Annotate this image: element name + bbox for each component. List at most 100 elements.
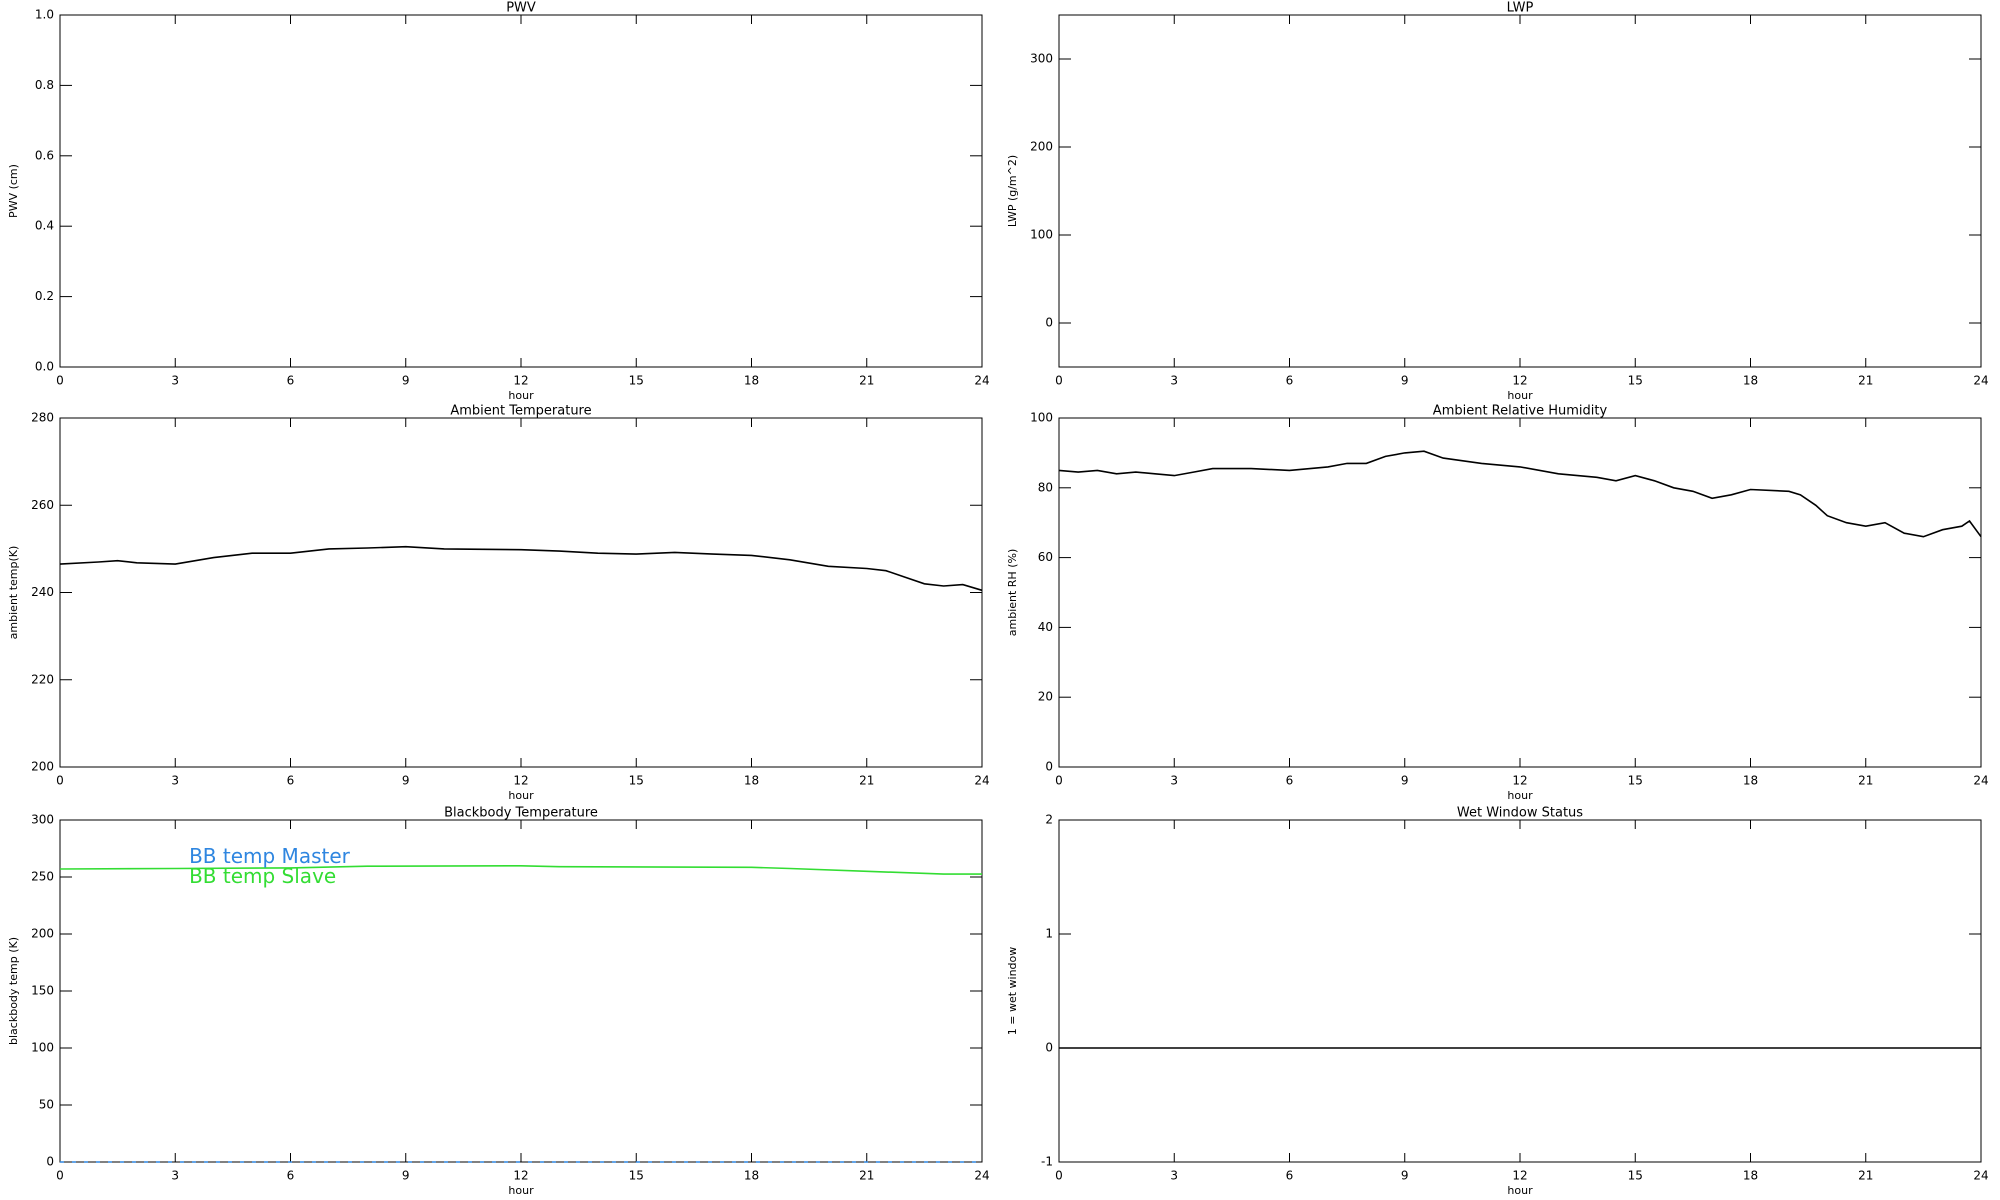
x-tick-label: 21 [859,1169,874,1183]
x-tick-label: 15 [629,1169,644,1183]
y-tick-label: 260 [31,498,54,512]
x-tick-label: 0 [1055,1169,1063,1183]
chart-title: Blackbody Temperature [444,806,598,821]
x-axis-label: hour [508,1184,534,1197]
y-tick-label: 1 [1045,927,1053,941]
y-tick-label: 240 [31,585,54,599]
x-tick-label: 6 [1286,374,1294,388]
y-tick-label: 0.8 [35,78,54,92]
x-tick-label: 6 [287,374,295,388]
y-tick-label: 300 [31,813,54,827]
x-tick-label: 6 [287,774,295,788]
x-tick-label: 18 [1743,374,1758,388]
y-tick-label: 0.2 [35,289,54,303]
x-tick-label: 9 [402,1169,410,1183]
y-tick-label: 2 [1045,813,1053,827]
x-tick-label: 24 [974,1169,989,1183]
y-tick-label: 280 [31,411,54,425]
chart-title: Ambient Relative Humidity [1433,404,1608,419]
y-tick-label: 0 [1045,760,1053,774]
x-axis-label: hour [1507,389,1533,402]
x-tick-label: 3 [1170,374,1178,388]
y-tick-label: 50 [39,1098,54,1112]
x-tick-label: 21 [859,374,874,388]
x-tick-label: 24 [1973,374,1988,388]
y-tick-label: 100 [1030,228,1053,242]
x-tick-label: 6 [1286,774,1294,788]
y-tick-label: 200 [1030,140,1053,154]
x-tick-label: 18 [744,374,759,388]
y-axis-label: LWP (g/m^2) [1006,155,1019,227]
x-tick-label: 6 [1286,1169,1294,1183]
y-tick-label: 0 [1045,316,1053,330]
y-tick-label: 0.6 [35,148,54,162]
x-tick-label: 9 [402,374,410,388]
x-tick-label: 18 [1743,774,1758,788]
plot-frame [59,14,983,368]
x-tick-label: 24 [974,374,989,388]
y-axis-label: blackbody temp (K) [7,937,20,1045]
data-line [1058,450,1982,538]
x-tick-label: 12 [1512,774,1527,788]
x-tick-label: 3 [1170,1169,1178,1183]
y-tick-label: 40 [1038,620,1053,634]
x-tick-label: 21 [1858,374,1873,388]
y-tick-label: 150 [31,984,54,998]
y-tick-label: 0 [46,1155,54,1169]
y-tick-label: 100 [31,1041,54,1055]
x-tick-label: 21 [1858,1169,1873,1183]
x-tick-label: 12 [513,1169,528,1183]
y-tick-label: 220 [31,672,54,686]
plot-frame [1058,417,1982,768]
x-tick-label: 3 [171,1169,179,1183]
y-tick-label: 100 [1030,411,1053,425]
x-tick-label: 3 [171,774,179,788]
x-tick-label: 6 [287,1169,295,1183]
x-tick-label: 3 [171,374,179,388]
x-tick-label: 0 [1055,774,1063,788]
x-axis-label: hour [1507,1184,1533,1197]
legend-entry: BB temp Master [189,844,351,868]
x-axis-label: hour [508,389,534,402]
y-tick-label: -1 [1041,1155,1053,1169]
y-axis-label: ambient temp(K) [7,546,20,640]
y-tick-label: 250 [31,870,54,884]
y-tick-label: 1.0 [35,8,54,22]
x-tick-label: 12 [1512,1169,1527,1183]
y-tick-label: 60 [1038,550,1053,564]
x-tick-label: 18 [1743,1169,1758,1183]
chart-title: PWV [506,1,536,16]
data-line [59,864,982,875]
chart-title: Wet Window Status [1457,806,1583,821]
x-tick-label: 15 [1628,1169,1643,1183]
x-tick-label: 24 [974,774,989,788]
x-tick-label: 15 [1628,374,1643,388]
y-tick-label: 20 [1038,690,1053,704]
legend-entry: BB temp Slave [189,864,336,888]
x-axis-label: hour [1507,789,1533,802]
x-tick-label: 21 [859,774,874,788]
x-tick-label: 0 [56,1169,64,1183]
y-axis-label: ambient RH (%) [1006,549,1019,637]
x-tick-label: 18 [744,774,759,788]
data-line [59,545,983,592]
x-tick-label: 0 [1055,374,1063,388]
x-tick-label: 9 [1401,1169,1409,1183]
y-tick-label: 300 [1030,52,1053,66]
y-axis-label: 1 = wet window [1006,947,1019,1036]
x-tick-label: 9 [402,774,410,788]
x-tick-label: 12 [1512,374,1527,388]
y-axis-label: PWV (cm) [7,164,20,218]
x-tick-label: 18 [744,1169,759,1183]
y-tick-label: 0 [1045,1041,1053,1055]
x-tick-label: 15 [1628,774,1643,788]
y-tick-label: 0.0 [35,360,54,374]
x-tick-label: 15 [629,774,644,788]
x-tick-label: 9 [1401,774,1409,788]
plot-frame [1058,14,1982,368]
y-tick-label: 200 [31,760,54,774]
y-tick-label: 200 [31,927,54,941]
x-tick-label: 9 [1401,374,1409,388]
plot-frame [1058,819,1982,1163]
